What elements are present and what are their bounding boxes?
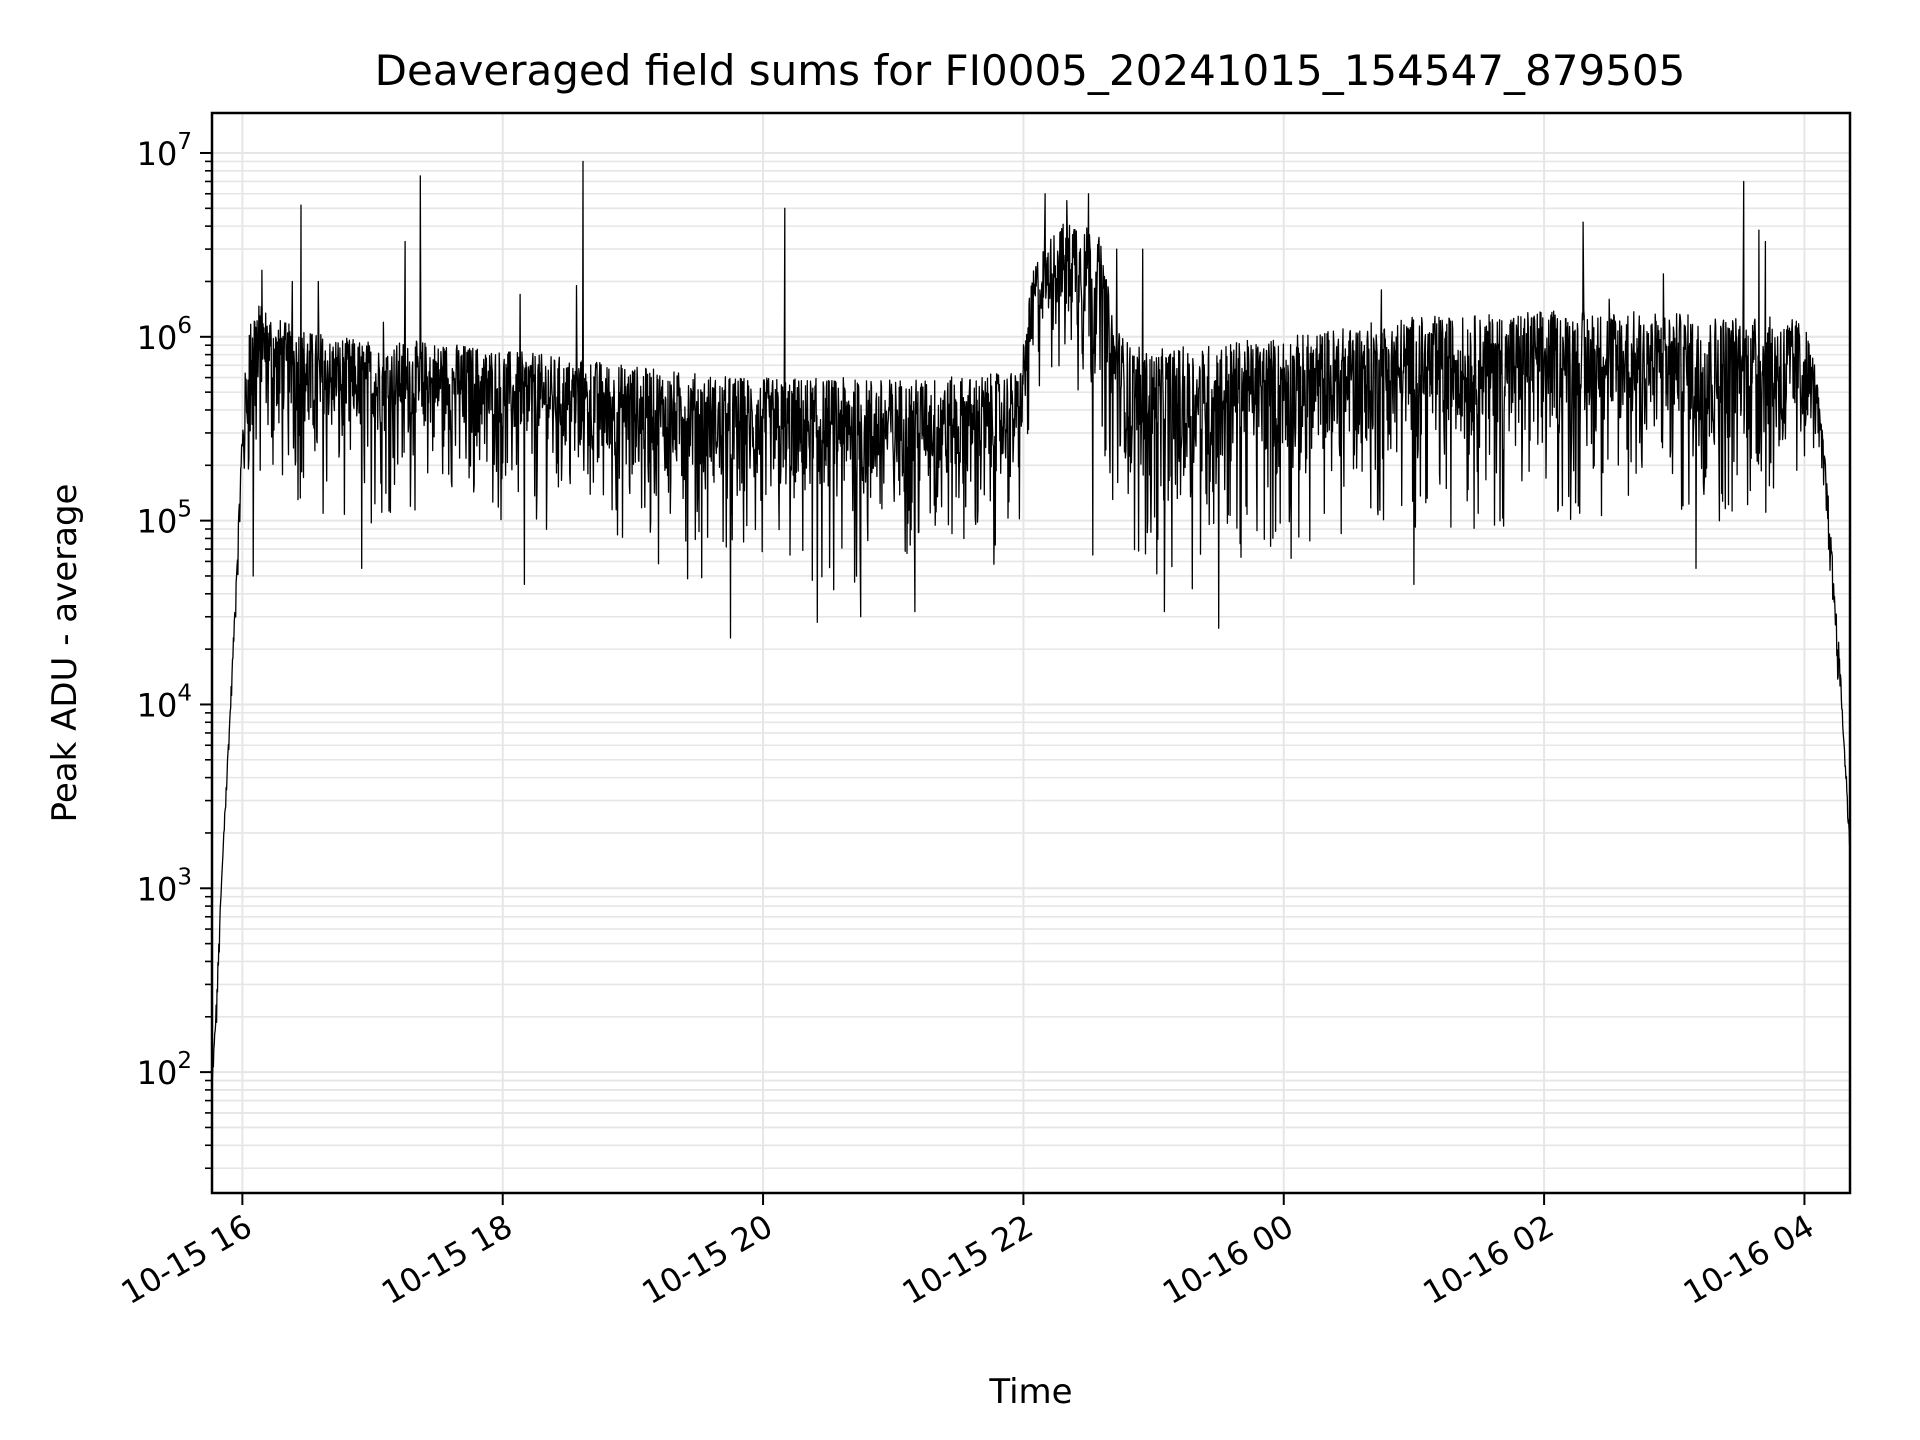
series-line [211, 160, 1851, 1088]
y-tick-label: 107 [137, 129, 192, 173]
y-axis-label: Peak ADU - average [45, 484, 85, 823]
data-series [211, 160, 1851, 1088]
chart-title: Deaveraged field sums for FI0005_2024101… [375, 46, 1686, 95]
y-tick-label: 105 [137, 497, 192, 541]
y-tick-label: 102 [137, 1048, 192, 1092]
x-axis-label: Time [988, 1372, 1072, 1412]
y-tick-label: 104 [137, 680, 192, 724]
y-tick-label: 106 [137, 313, 192, 357]
y-axis: 102 103 104 105 106 107 [137, 129, 212, 1170]
y-tick-label: 103 [137, 864, 192, 908]
plot-frame [210, 111, 1852, 1195]
